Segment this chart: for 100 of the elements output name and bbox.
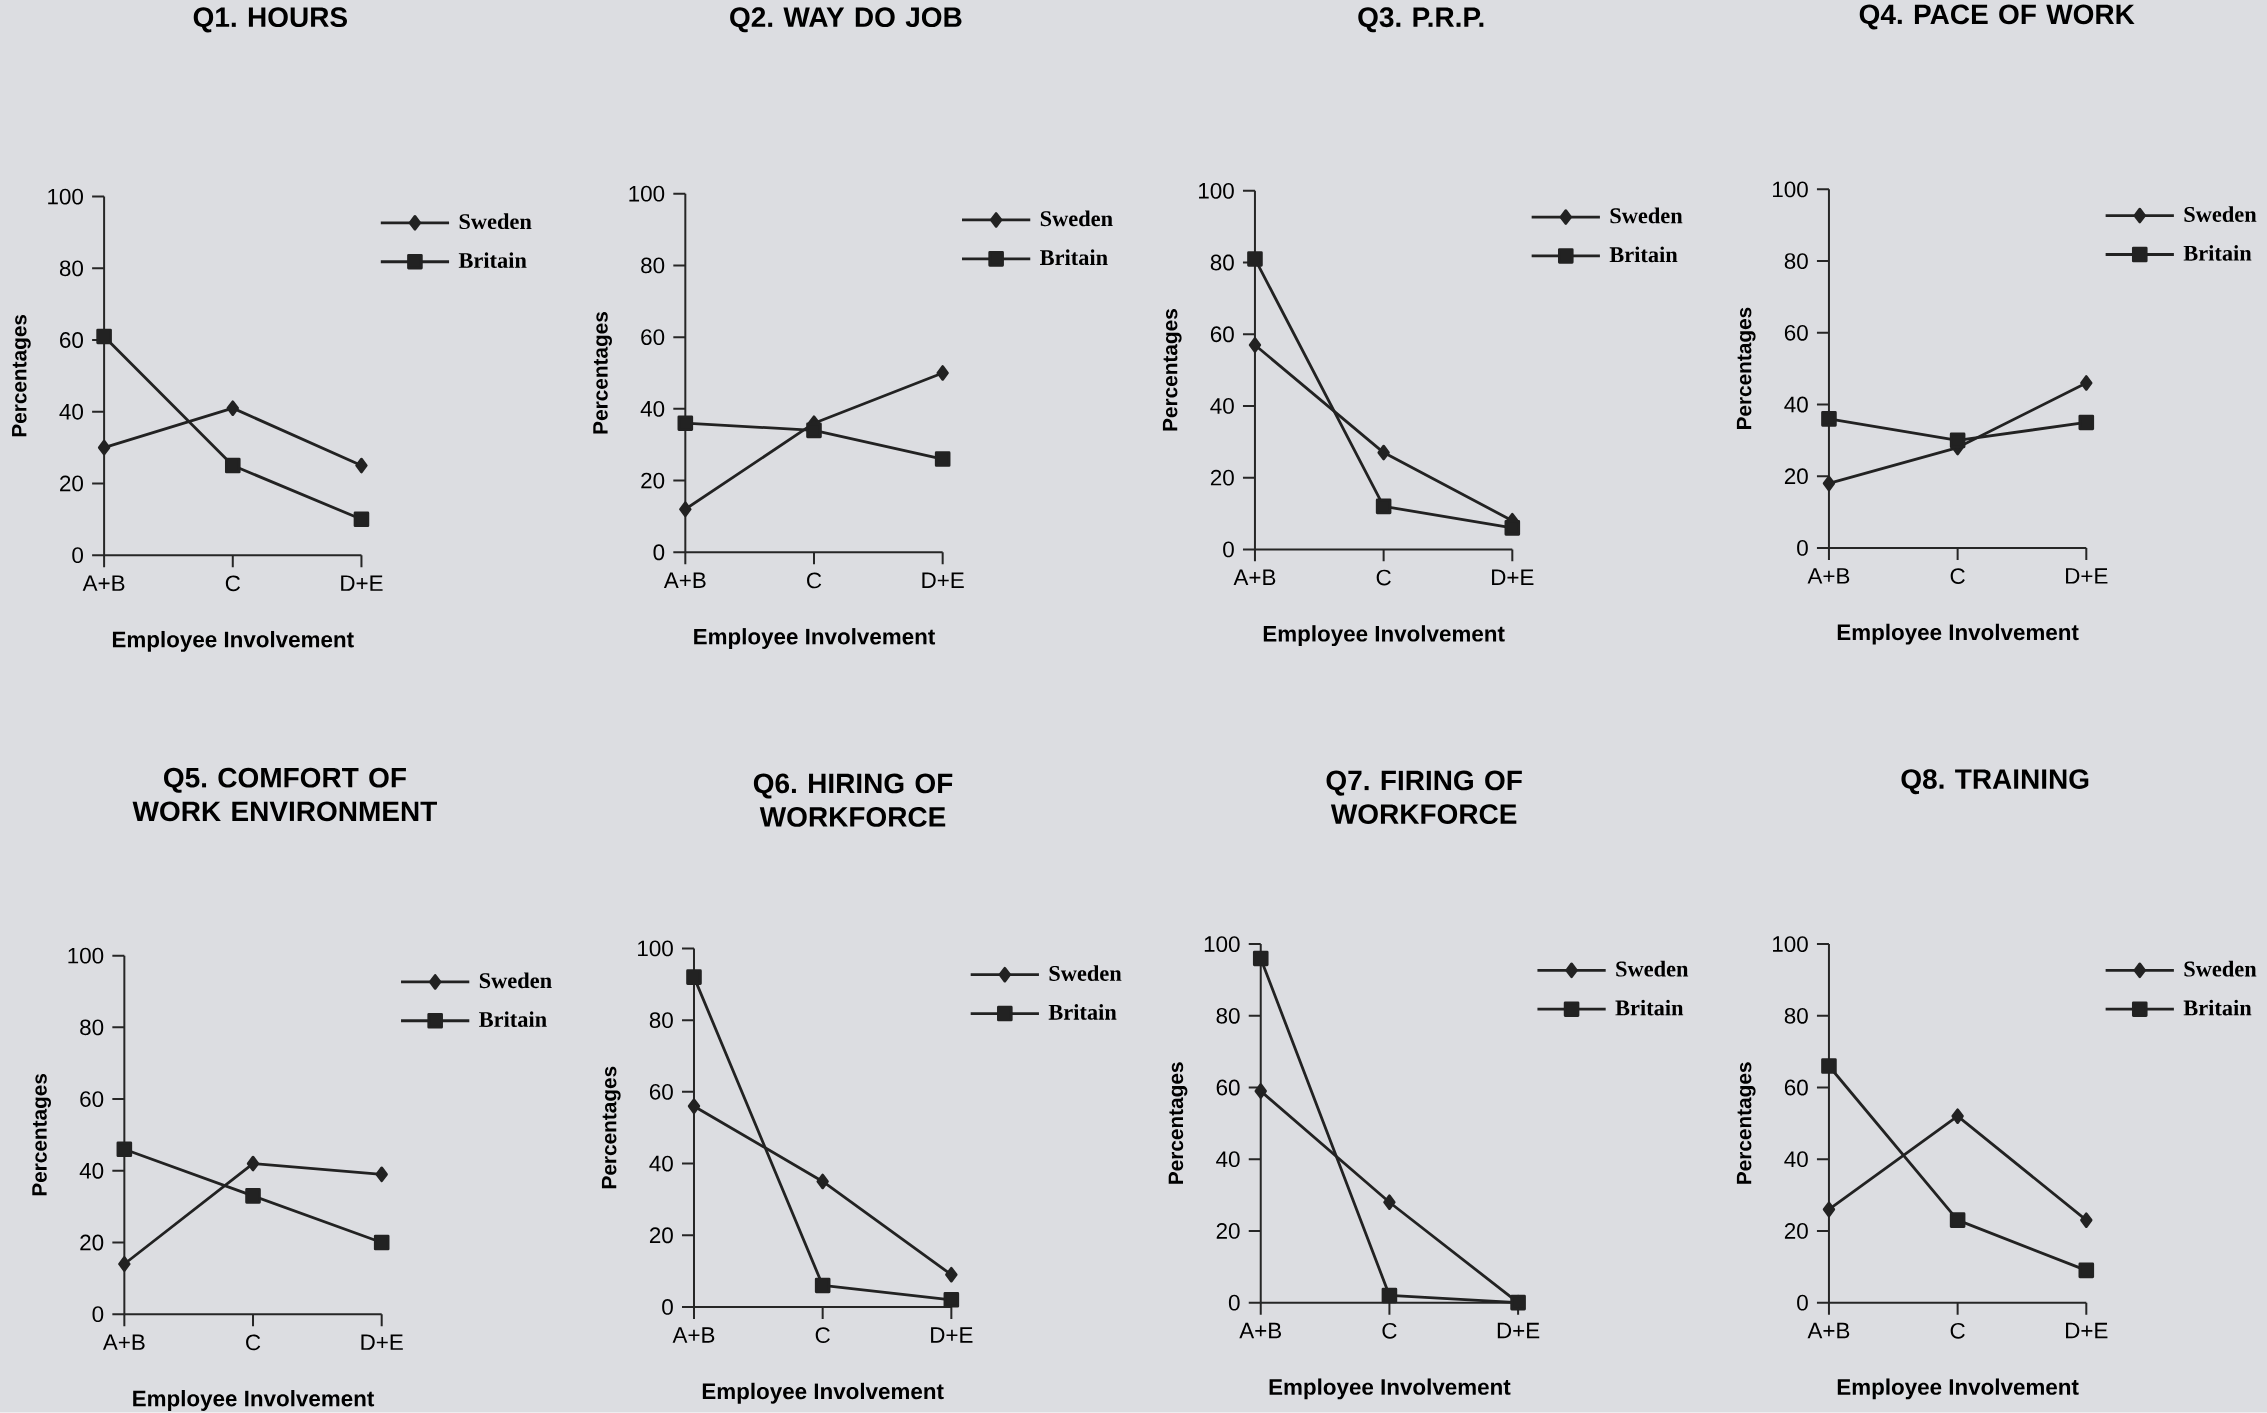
x-axis-title: Employee Involvement [112,631,354,653]
x-tick-label: C [1376,569,1391,586]
x-axis-title: Employee Involvement [694,628,936,650]
y-tick-label: 0 [653,544,665,561]
y-tick-label: 60 [649,1084,673,1100]
y-tick-label: 20 [641,472,665,489]
x-axis-title: Employee Involvement [1837,1378,2079,1400]
y-tick-label: 60 [641,329,665,346]
chart-title: Q1. HOURS [193,7,347,33]
y-tick-label: 100 [1773,936,1808,953]
y-tick-label: 80 [1216,1008,1240,1024]
y-tick-label: 0 [1797,1294,1808,1311]
y-tick-label: 40 [1784,1151,1808,1168]
x-tick-label: C [1950,1323,1965,1339]
x-tick-label: D+E [1497,1323,1540,1339]
x-tick-label: D+E [2066,1323,2108,1339]
y-tick-label: 100 [629,186,665,202]
y-tick-label: 0 [72,547,83,564]
y-tick-label: 80 [80,1019,104,1036]
y-axis-title: Percentages [1168,1062,1188,1185]
y-tick-label: 20 [649,1227,673,1244]
y-tick-label: 20 [1210,469,1234,486]
y-axis-title: Percentages [12,315,31,437]
legend-label: Sweden [1040,210,1113,227]
y-tick-label: 40 [79,1163,104,1179]
legend-label: Sweden [1616,961,1689,977]
y-tick-label: 40 [1216,1151,1240,1168]
y-tick-label: 80 [59,260,83,277]
legend-label: Britain [2183,245,2252,262]
y-tick-label: 0 [1223,541,1234,558]
y-tick-label: 100 [68,947,104,964]
y-tick-label: 40 [649,1155,673,1172]
x-tick-label: C [1950,568,1965,585]
x-tick-label: D+E [361,1334,403,1351]
y-axis-title: Percentages [593,312,612,434]
y-tick-label: 20 [1784,1223,1808,1240]
legend-label: Britain [1048,1004,1117,1021]
chart-title: Q7. FIRING OF WORKFORCE [1326,770,1522,825]
legend-label: Britain [458,252,527,269]
x-tick-label: A+B [102,1334,145,1351]
y-tick-label: 100 [638,940,673,957]
y-axis-title: Percentages [1736,307,1756,430]
y-tick-label: 100 [1204,936,1240,953]
y-tick-label: 0 [662,1299,673,1316]
x-axis-title: Employee Involvement [1837,623,2079,645]
chart-title: Q5. COMFORT OF WORK ENVIRONMENT [132,768,437,822]
x-tick-label: D+E [2066,568,2108,584]
y-tick-label: 20 [1784,468,1808,485]
legend-label: Sweden [1049,965,1122,982]
y-axis-title: Percentages [1162,309,1182,431]
x-tick-label: A+B [663,572,706,589]
legend-label: Britain [1609,246,1678,263]
y-tick-label: 80 [1784,253,1808,270]
legend-label: Sweden [2184,961,2257,977]
y-tick-label: 100 [1773,181,1808,198]
x-tick-label: C [815,1327,830,1344]
y-tick-label: 80 [649,1012,673,1029]
y-tick-label: 60 [60,332,83,349]
legend-label: Sweden [479,972,552,989]
y-tick-label: 60 [1784,325,1808,341]
legend-label: Britain [1040,249,1108,266]
x-tick-label: D+E [922,572,964,589]
y-axis-title: Percentages [1736,1062,1756,1185]
y-tick-label: 0 [92,1306,104,1323]
y-tick-label: 80 [641,257,665,274]
y-axis-title: Percentages [32,1074,51,1196]
x-tick-label: A+B [1233,569,1276,586]
x-tick-label: C [225,575,240,592]
y-tick-label: 0 [1228,1294,1240,1311]
x-axis-title: Employee Involvement [1263,625,1505,647]
y-tick-label: 80 [1210,254,1234,271]
x-tick-label: C [246,1334,261,1351]
y-tick-label: 60 [1784,1079,1808,1096]
y-axis-title: Percentages [601,1066,621,1189]
legend-label: Sweden [1610,207,1683,224]
chart-title: Q4. PACE OF WORK [1859,4,2135,30]
legend-label: Sweden [2184,206,2257,223]
x-tick-label: A+B [82,575,125,592]
y-tick-label: 60 [1216,1079,1240,1096]
y-tick-label: 0 [1797,540,1808,557]
chart-title: Q6. HIRING OF WORKFORCE [753,773,953,828]
x-tick-label: C [807,572,822,589]
legend-label: Britain [1615,999,1684,1016]
y-tick-label: 40 [1210,398,1234,415]
x-tick-label: D+E [341,575,383,592]
y-tick-label: 100 [1199,183,1234,199]
y-tick-label: 80 [1784,1008,1808,1024]
legend-label: Sweden [459,213,532,230]
x-tick-label: A+B [1807,1323,1850,1339]
y-tick-label: 20 [1216,1223,1240,1240]
y-tick-label: 100 [48,188,83,205]
y-tick-label: 40 [1784,396,1808,413]
x-tick-label: A+B [1239,1323,1282,1339]
x-tick-label: D+E [1492,569,1534,586]
y-tick-label: 20 [80,1234,104,1251]
y-tick-label: 40 [59,404,83,420]
x-tick-label: D+E [931,1327,973,1343]
chart-title: Q2. WAY DO JOB [730,7,962,33]
chart-title: Q8. TRAINING [1901,769,2089,795]
chart-title: Q3. P.R.P. [1358,7,1484,33]
